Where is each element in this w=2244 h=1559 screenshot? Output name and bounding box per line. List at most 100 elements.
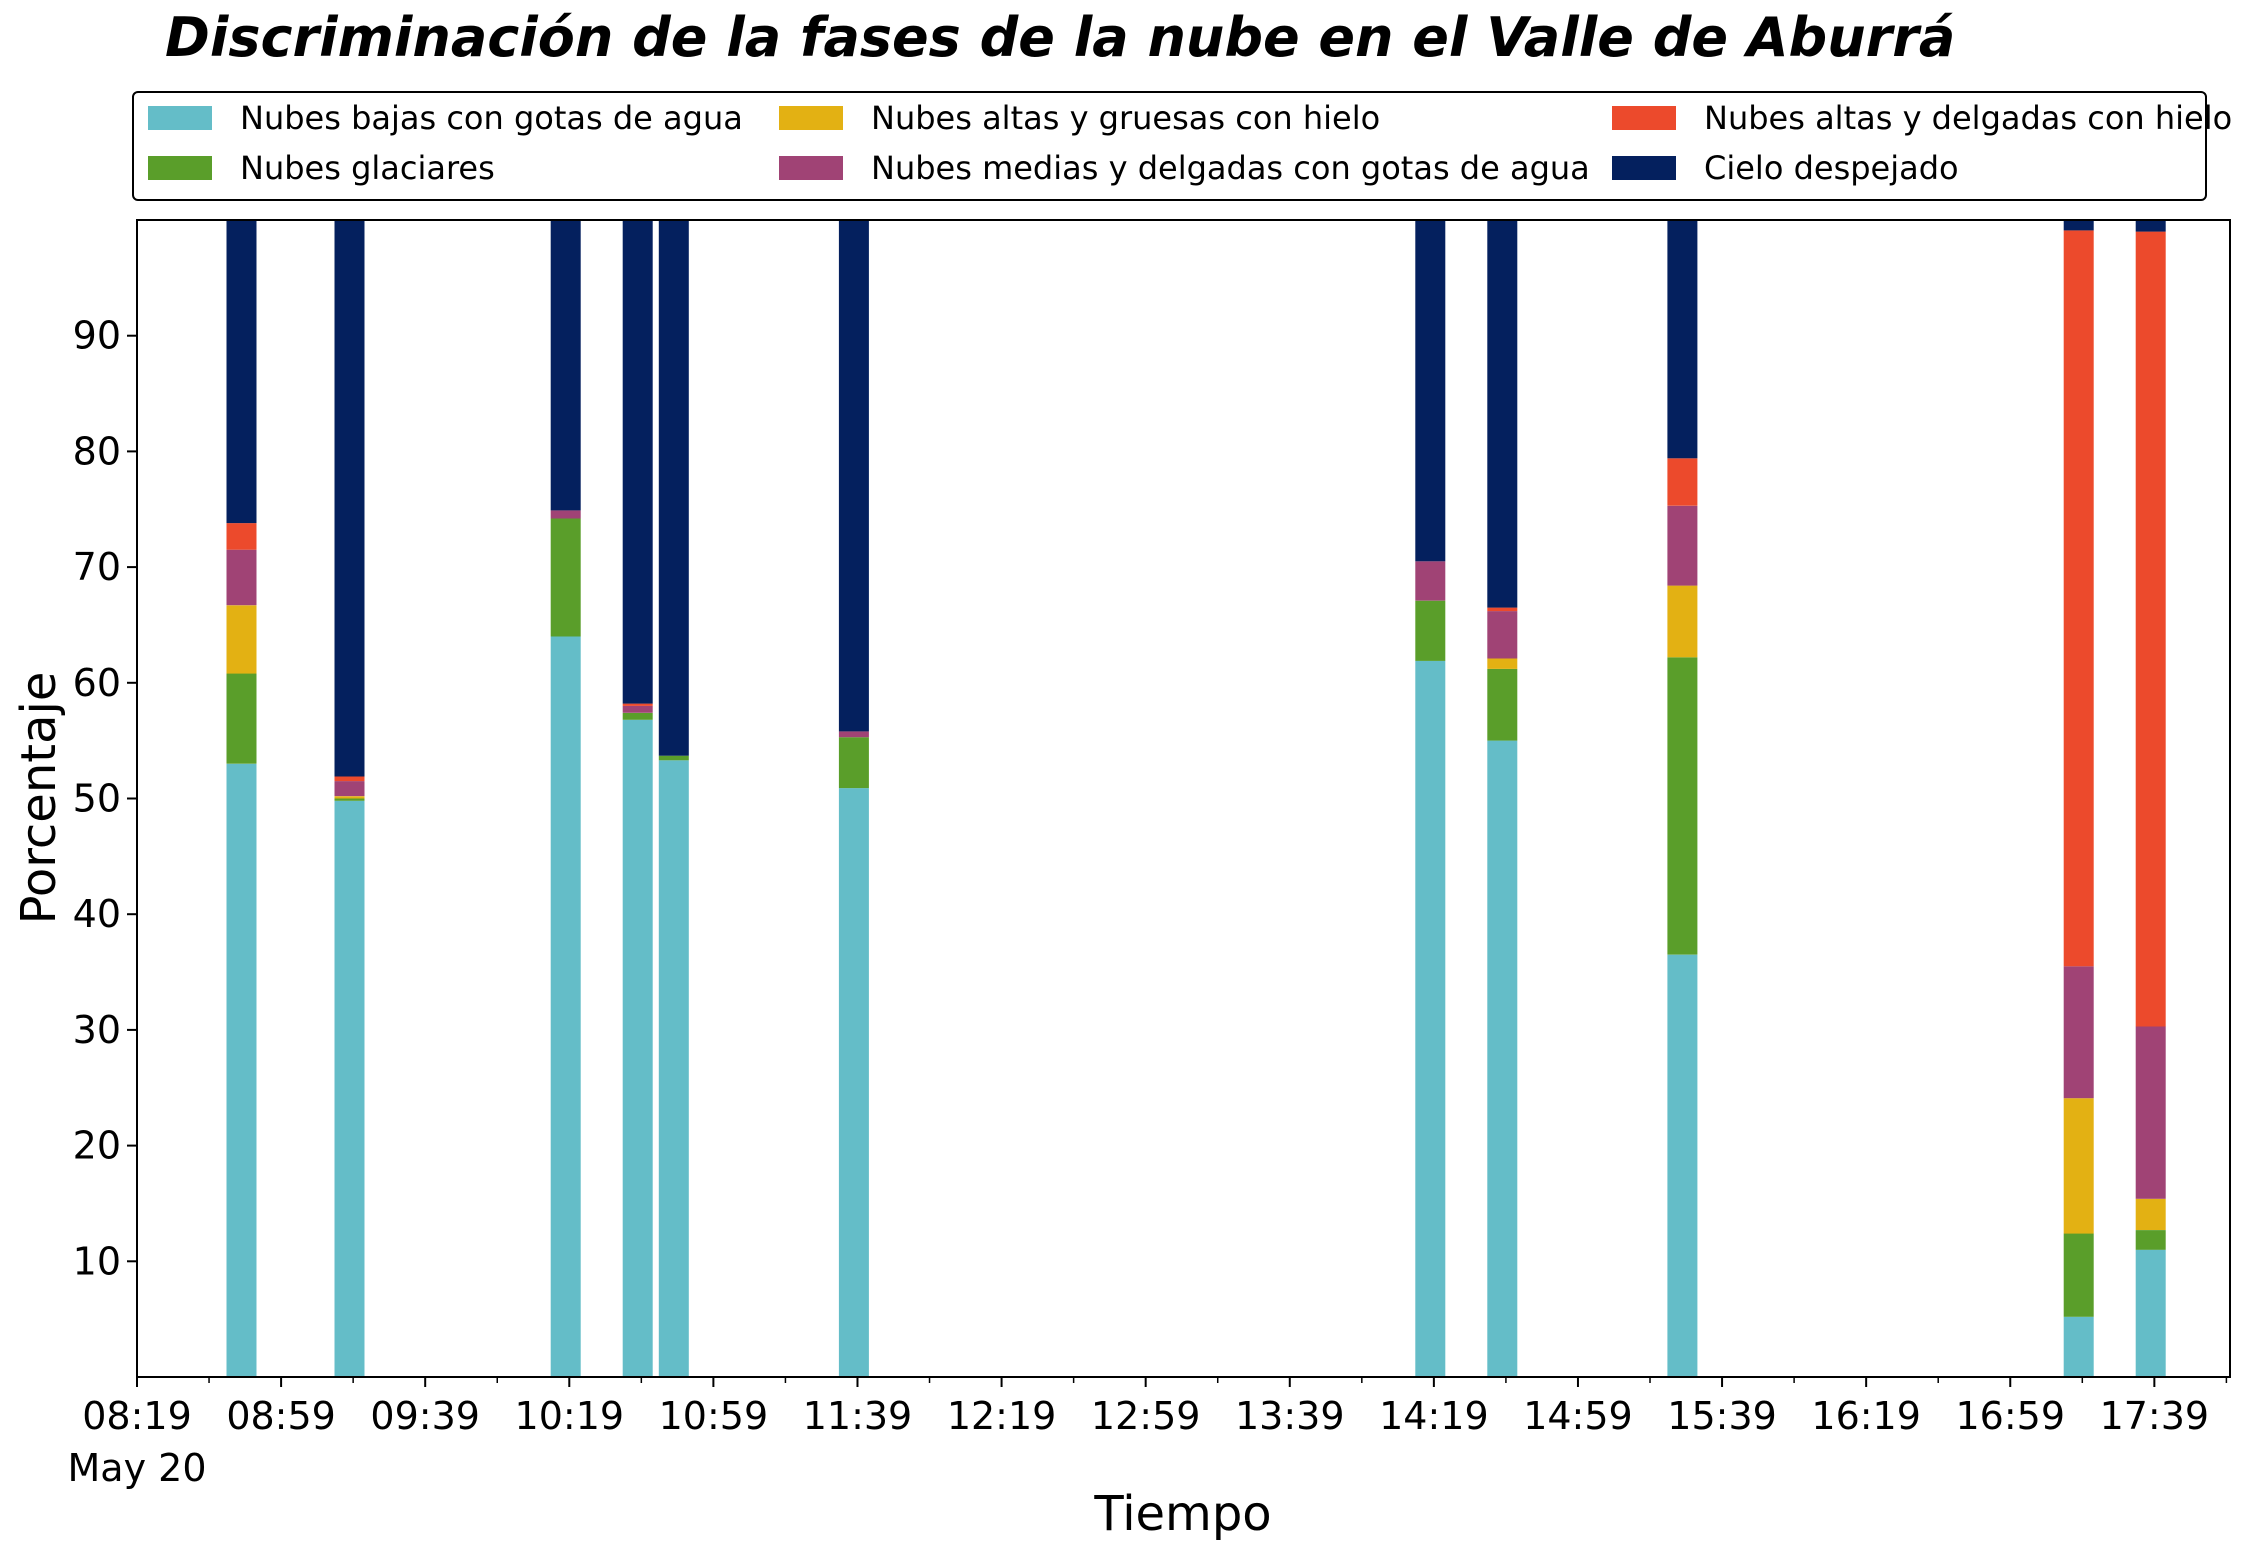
bar-segment-6 (838, 220, 869, 732)
bar-segment-1 (2063, 1316, 2094, 1377)
bar-segment-2 (1415, 600, 1446, 661)
y-axis-label: Porcentaje (11, 672, 67, 925)
bar-segment-3 (334, 796, 365, 799)
bar-segment-1 (2135, 1249, 2166, 1377)
x-tick-label: 16:59 (1955, 1394, 2065, 1438)
bar-segment-3 (2063, 1098, 2094, 1234)
bar-segment-5 (2135, 231, 2166, 1027)
x-tick-label: 16:19 (1811, 1394, 1921, 1438)
bar-segment-6 (2135, 220, 2166, 232)
x-axis: 08:19 May 20 08:59 09:39 10:19 10:59 11:39 12:1… (68, 1377, 2228, 1490)
bar-segment-1 (1667, 954, 1698, 1377)
x-tick-date-label: May 20 (68, 1446, 207, 1490)
legend-swatch (148, 106, 212, 130)
legend-swatch (779, 106, 843, 130)
legend-swatch (148, 156, 212, 180)
bar-segment-4 (838, 731, 869, 738)
legend-swatch (779, 156, 843, 180)
legend-swatch (1612, 156, 1676, 180)
bar-segment-2 (658, 755, 689, 761)
bar-segment-1 (838, 788, 869, 1377)
y-tick-label: 80 (73, 429, 121, 473)
bar-segment-6 (550, 220, 581, 511)
bar-segment-4 (1487, 611, 1518, 659)
legend-label: Nubes altas y gruesas con hielo (871, 99, 1380, 137)
y-axis: 10 20 30 40 50 60 70 80 90 (73, 314, 137, 1283)
x-tick-label: 12:19 (947, 1394, 1057, 1438)
x-tick-label: 08:19 (82, 1394, 192, 1438)
bar-segment-5 (226, 523, 257, 550)
legend-label: Nubes bajas con gotas de agua (240, 99, 743, 137)
bar-segment-5 (622, 703, 653, 706)
bar-segment-2 (550, 518, 581, 637)
bar-segment-1 (1487, 740, 1518, 1377)
legend-label: Nubes medias y delgadas con gotas de agu… (871, 149, 1590, 187)
x-tick-label: 14:19 (1379, 1394, 1489, 1438)
plot-area-frame (136, 219, 2231, 1378)
bar-segment-1 (226, 763, 257, 1377)
bar-segment-2 (1667, 657, 1698, 955)
bar-segment-1 (658, 760, 689, 1377)
y-tick-label: 40 (73, 892, 121, 936)
x-tick-label: 13:39 (1235, 1394, 1345, 1438)
legend-label: Cielo despejado (1704, 149, 1959, 187)
bar-segment-6 (1667, 220, 1698, 459)
x-tick-label: 15:39 (1667, 1394, 1777, 1438)
bar-segment-5 (1487, 607, 1518, 612)
x-tick-label: 10:19 (515, 1394, 625, 1438)
x-tick-label: 14:59 (1523, 1394, 1633, 1438)
bar-segment-3 (2135, 1198, 2166, 1230)
y-tick-label: 90 (73, 314, 121, 358)
bar-segment-2 (622, 712, 653, 720)
bar-segment-6 (334, 220, 365, 777)
y-tick-label: 10 (73, 1239, 121, 1283)
bar-segment-4 (550, 510, 581, 519)
legend-label: Nubes glaciares (240, 149, 495, 187)
y-tick-label: 50 (73, 777, 121, 821)
bar-segment-4 (1667, 505, 1698, 586)
y-tick-label: 20 (73, 1124, 121, 1168)
bar-segment-6 (1487, 220, 1518, 608)
x-tick-label: 08:59 (226, 1394, 336, 1438)
bar-segment-3 (1667, 585, 1698, 658)
bar-segment-5 (1667, 458, 1698, 506)
bar-segment-3 (1487, 658, 1518, 669)
legend-swatch (1612, 106, 1676, 130)
bar-segment-4 (1415, 561, 1446, 601)
chart-title: Discriminación de la fases de la nube en… (165, 6, 1955, 69)
y-tick-label: 60 (73, 661, 121, 705)
bar-segment-2 (1487, 668, 1518, 741)
bars (226, 220, 2166, 1377)
bar-segment-2 (226, 673, 257, 764)
bar-segment-2 (334, 798, 365, 801)
bar-segment-6 (2063, 220, 2094, 231)
bar-segment-1 (334, 800, 365, 1377)
legend-label: Nubes altas y delgadas con hielo (1704, 99, 2232, 137)
legend: Nubes bajas con gotas de agua Nubes glaci… (132, 91, 2232, 201)
bar-segment-6 (658, 220, 689, 756)
x-tick-label: 17:39 (2100, 1394, 2210, 1438)
x-tick-label: 10:59 (659, 1394, 769, 1438)
bar-segment-1 (1415, 660, 1446, 1377)
bar-segment-5 (334, 776, 365, 782)
bar-segment-6 (1415, 220, 1446, 562)
bar-segment-5 (2063, 230, 2094, 967)
bar-segment-2 (838, 737, 869, 789)
bar-segment-1 (550, 636, 581, 1377)
x-tick-label: 09:39 (370, 1394, 480, 1438)
bar-segment-2 (2135, 1230, 2166, 1250)
bar-segment-4 (226, 549, 257, 606)
bar-segment-4 (334, 781, 365, 797)
bar-segment-4 (2063, 966, 2094, 1099)
bar-segment-4 (2135, 1026, 2166, 1199)
bar-segment-6 (226, 220, 257, 524)
bar-segment-1 (622, 719, 653, 1377)
y-tick-label: 30 (73, 1008, 121, 1052)
bar-segment-2 (2063, 1233, 2094, 1317)
x-tick-label: 11:39 (803, 1394, 913, 1438)
x-tick-label: 12:59 (1091, 1394, 1201, 1438)
x-axis-label: Tiempo (1093, 1486, 1271, 1542)
bar-segment-6 (622, 220, 653, 704)
y-tick-label: 70 (73, 545, 121, 589)
